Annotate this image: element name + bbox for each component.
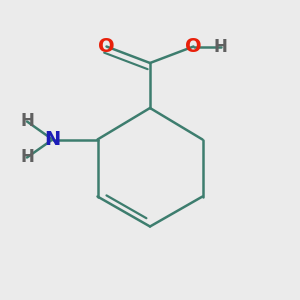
- Text: H: H: [20, 148, 34, 166]
- Text: N: N: [44, 130, 61, 149]
- Text: H: H: [214, 38, 227, 56]
- Text: H: H: [20, 112, 34, 130]
- Text: O: O: [98, 37, 115, 56]
- Text: O: O: [185, 37, 202, 56]
